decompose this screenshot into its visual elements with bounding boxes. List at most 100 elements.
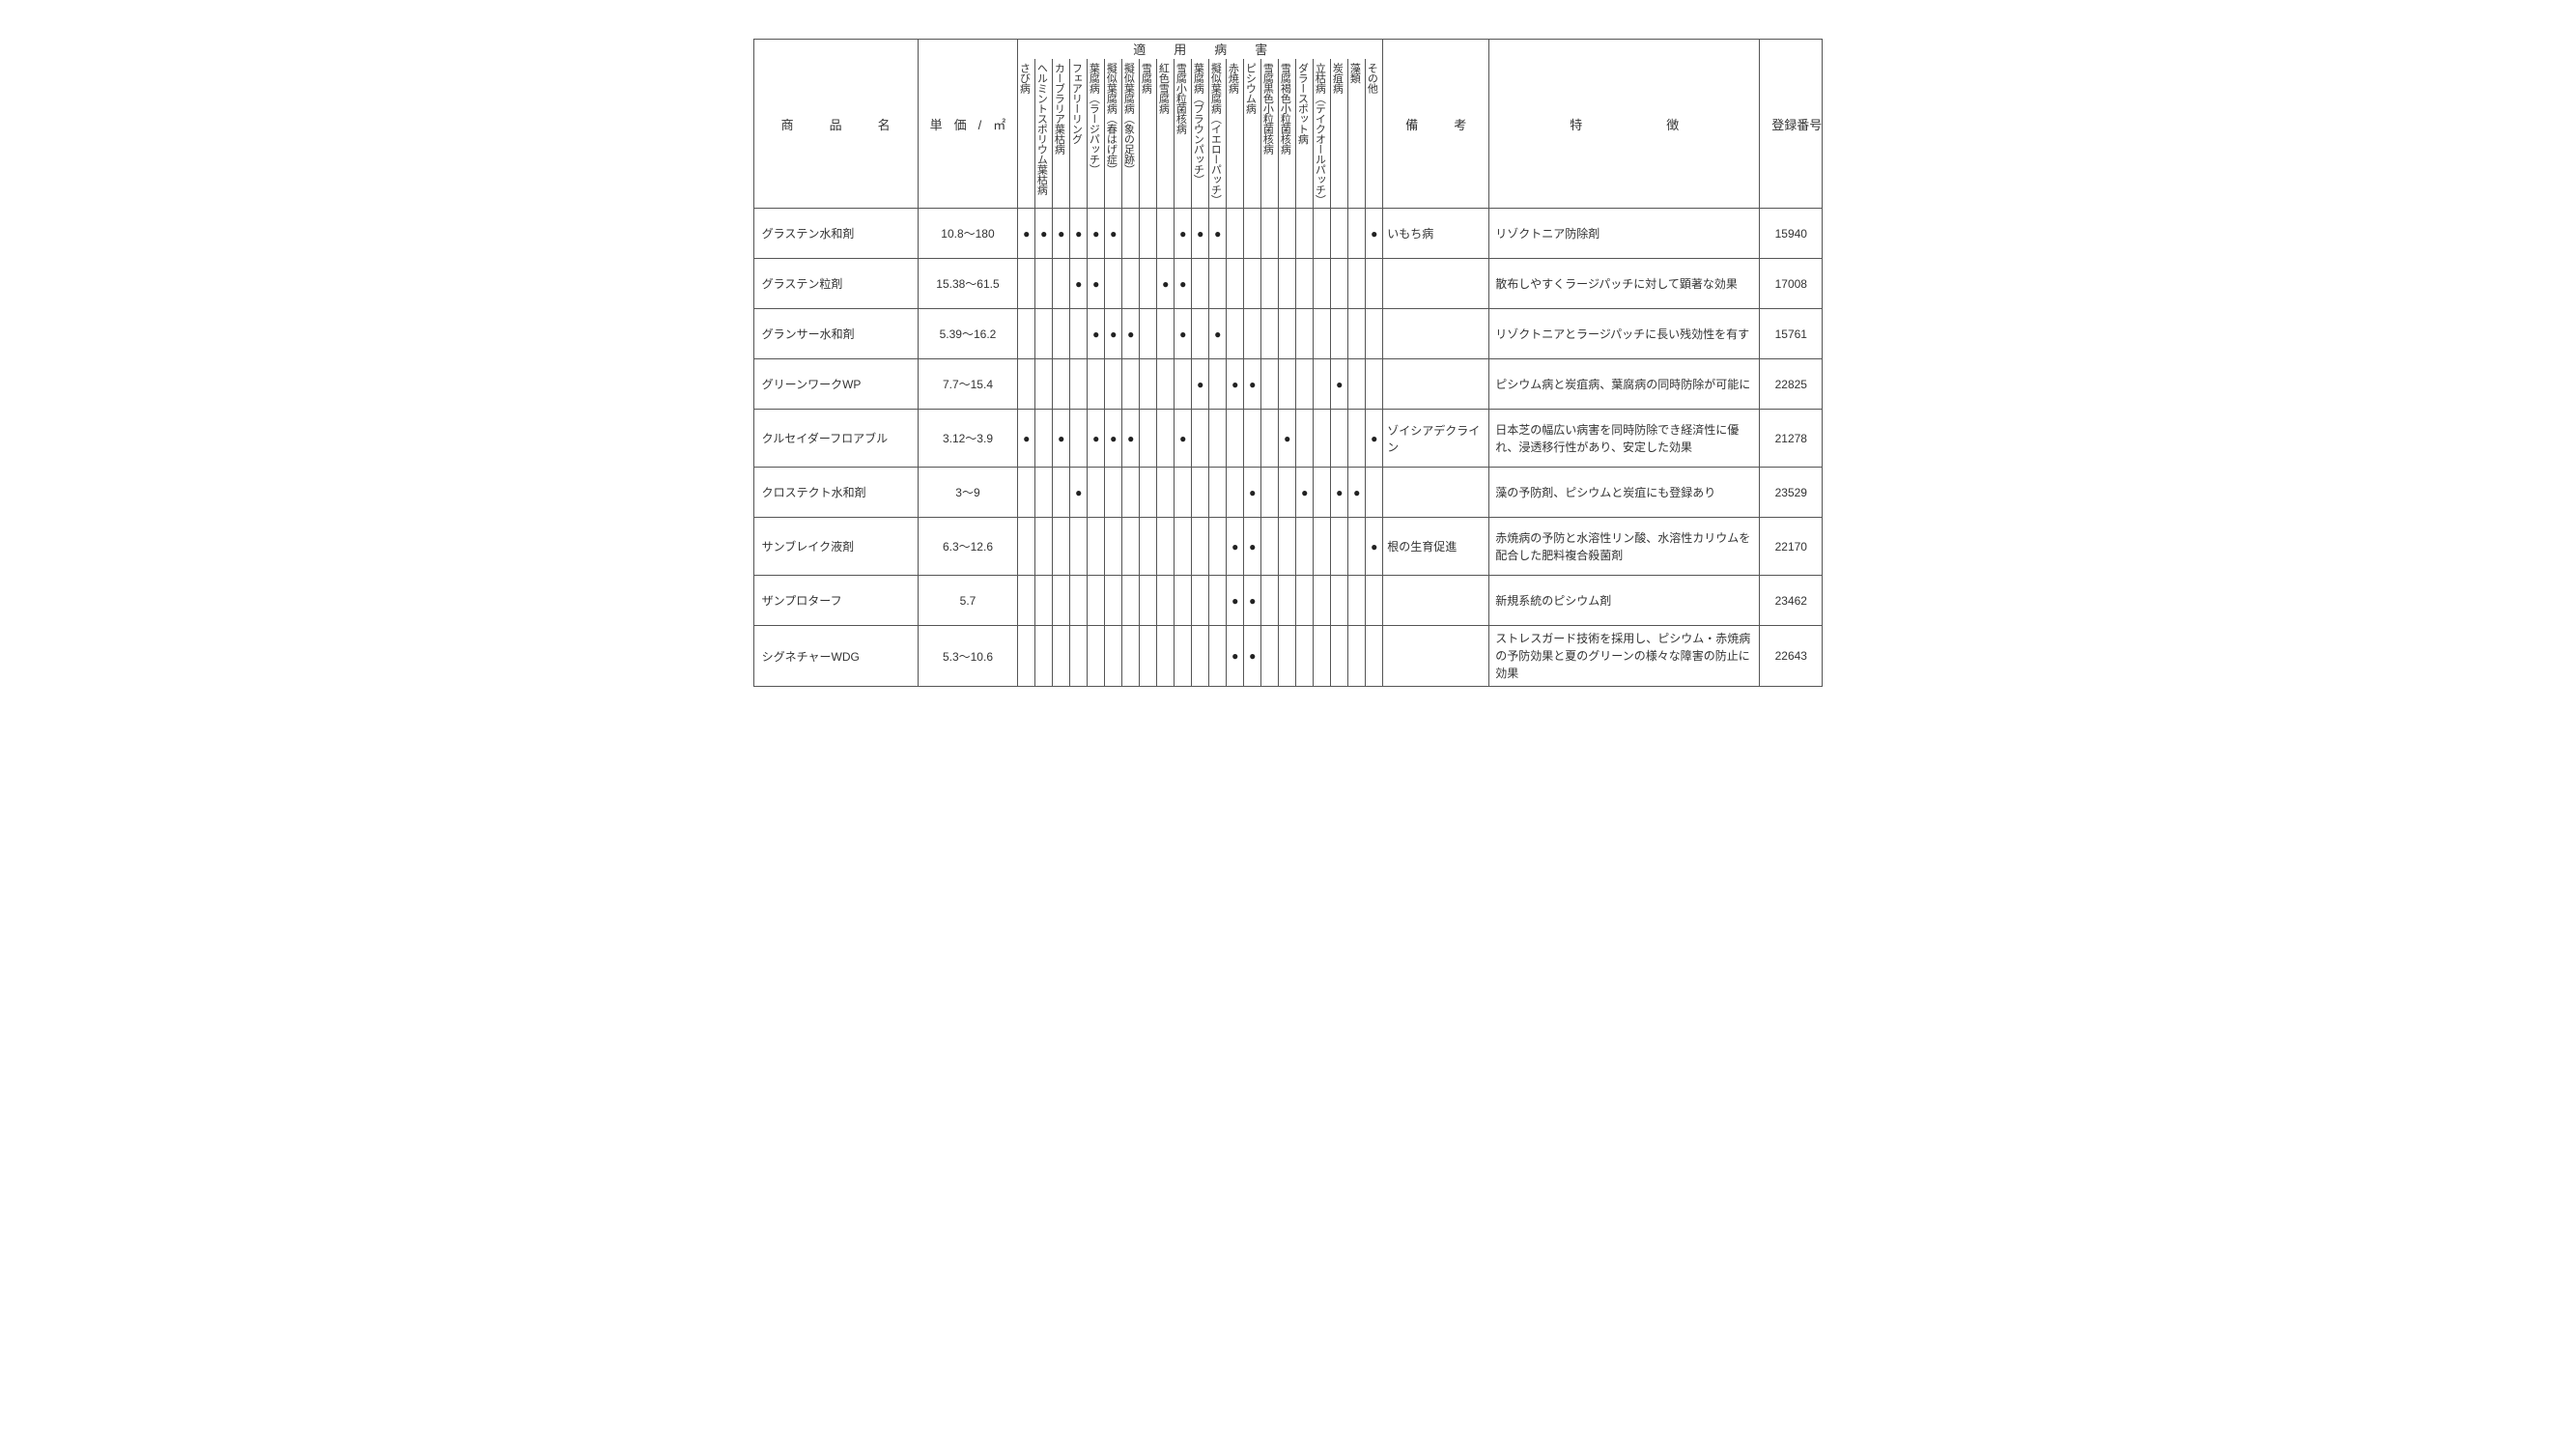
disease-dot bbox=[1331, 309, 1348, 359]
table-row: シグネチャーWDG5.3～10.6●●ストレスガード技術を採用し、ピシウム・赤焼… bbox=[753, 626, 1823, 687]
disease-dot bbox=[1088, 576, 1105, 626]
reg-number: 17008 bbox=[1760, 259, 1823, 309]
unit-price: 3～9 bbox=[918, 468, 1018, 518]
disease-dot: ● bbox=[1018, 410, 1035, 468]
disease-label: 雪腐病 bbox=[1140, 59, 1151, 209]
hdr-disease-col: 擬似葉腐病（春はげ症） bbox=[1105, 59, 1122, 209]
disease-dot bbox=[1366, 468, 1383, 518]
disease-dot: ● bbox=[1175, 410, 1192, 468]
hdr-disease-group: 適 用 病 害 bbox=[1018, 40, 1383, 59]
disease-label: ダラースポット病 bbox=[1296, 59, 1308, 209]
remarks-cell: ゾイシアデクライン bbox=[1383, 410, 1489, 468]
disease-label: ピシウム病 bbox=[1244, 59, 1256, 209]
feature-cell: 日本芝の幅広い病害を同時防除でき経済性に優れ、浸透移行性があり、安定した効果 bbox=[1489, 410, 1760, 468]
disease-dot: ● bbox=[1192, 209, 1209, 259]
disease-dot bbox=[1122, 209, 1140, 259]
hdr-disease-col: 葉腐病（ブラウンパッチ） bbox=[1192, 59, 1209, 209]
hdr-disease-col: 擬似葉腐病（象の足跡） bbox=[1122, 59, 1140, 209]
feature-cell: ピシウム病と炭疽病、葉腐病の同時防除が可能に bbox=[1489, 359, 1760, 410]
disease-dot bbox=[1296, 626, 1314, 687]
remarks-cell bbox=[1383, 626, 1489, 687]
disease-dot bbox=[1122, 359, 1140, 410]
disease-label: その他 bbox=[1366, 59, 1377, 209]
disease-dot bbox=[1331, 410, 1348, 468]
disease-dot bbox=[1053, 259, 1070, 309]
feature-cell: 新規系統のピシウム剤 bbox=[1489, 576, 1760, 626]
disease-dot: ● bbox=[1070, 259, 1088, 309]
disease-dot: ● bbox=[1122, 410, 1140, 468]
disease-dot bbox=[1314, 259, 1331, 309]
disease-label: 藻類 bbox=[1348, 59, 1360, 209]
disease-dot bbox=[1157, 626, 1175, 687]
disease-dot bbox=[1279, 359, 1296, 410]
disease-dot bbox=[1279, 518, 1296, 576]
disease-dot bbox=[1192, 410, 1209, 468]
hdr-disease-col: ピシウム病 bbox=[1244, 59, 1261, 209]
disease-dot: ● bbox=[1227, 626, 1244, 687]
hdr-disease-col: 雪腐黒色小粒菌核病 bbox=[1261, 59, 1279, 209]
disease-dot bbox=[1105, 576, 1122, 626]
hdr-disease-col: 赤焼病 bbox=[1227, 59, 1244, 209]
table-row: グラステン水和剤10.8～180●●●●●●●●●●いもち病リゾクトニア防除剤1… bbox=[753, 209, 1823, 259]
unit-price: 3.12～3.9 bbox=[918, 410, 1018, 468]
product-name: グラステン水和剤 bbox=[753, 209, 918, 259]
reg-number: 21278 bbox=[1760, 410, 1823, 468]
reg-number: 22170 bbox=[1760, 518, 1823, 576]
disease-dot bbox=[1348, 518, 1366, 576]
disease-dot bbox=[1140, 410, 1157, 468]
disease-dot bbox=[1366, 309, 1383, 359]
table-body: グラステン水和剤10.8～180●●●●●●●●●●いもち病リゾクトニア防除剤1… bbox=[753, 209, 1823, 687]
disease-dot bbox=[1192, 518, 1209, 576]
disease-dot bbox=[1175, 468, 1192, 518]
disease-dot: ● bbox=[1366, 209, 1383, 259]
disease-dot bbox=[1261, 359, 1279, 410]
disease-dot: ● bbox=[1122, 309, 1140, 359]
remarks-cell: 根の生育促進 bbox=[1383, 518, 1489, 576]
pesticide-table: 商 品 名 単価/㎡ 適 用 病 害 備 考 特 徴 登録番号 さび病ヘルミント… bbox=[753, 39, 1824, 687]
disease-dot bbox=[1261, 626, 1279, 687]
disease-dot: ● bbox=[1227, 359, 1244, 410]
disease-dot bbox=[1296, 209, 1314, 259]
disease-dot bbox=[1261, 576, 1279, 626]
disease-dot bbox=[1088, 518, 1105, 576]
disease-dot bbox=[1279, 209, 1296, 259]
disease-dot bbox=[1366, 576, 1383, 626]
disease-dot: ● bbox=[1227, 576, 1244, 626]
disease-dot bbox=[1227, 209, 1244, 259]
disease-dot bbox=[1348, 410, 1366, 468]
remarks-cell bbox=[1383, 309, 1489, 359]
disease-dot bbox=[1314, 410, 1331, 468]
product-name: グランサー水和剤 bbox=[753, 309, 918, 359]
disease-dot bbox=[1070, 518, 1088, 576]
product-name: サンブレイク液剤 bbox=[753, 518, 918, 576]
disease-dot bbox=[1279, 576, 1296, 626]
disease-dot bbox=[1261, 209, 1279, 259]
disease-dot bbox=[1348, 309, 1366, 359]
disease-dot bbox=[1140, 468, 1157, 518]
disease-dot: ● bbox=[1105, 410, 1122, 468]
reg-number: 22643 bbox=[1760, 626, 1823, 687]
disease-dot: ● bbox=[1088, 259, 1105, 309]
disease-dot bbox=[1157, 359, 1175, 410]
disease-label: 立枯病（テイクオールパッチ） bbox=[1314, 59, 1325, 209]
hdr-disease-col: 紅色雪腐病 bbox=[1157, 59, 1175, 209]
disease-label: 紅色雪腐病 bbox=[1157, 59, 1169, 209]
disease-dot bbox=[1035, 410, 1053, 468]
disease-dot: ● bbox=[1088, 410, 1105, 468]
disease-dot bbox=[1314, 359, 1331, 410]
disease-dot bbox=[1018, 626, 1035, 687]
disease-dot: ● bbox=[1331, 468, 1348, 518]
table-row: グランサー水和剤5.39～16.2●●●●●リゾクトニアとラージパッチに長い残効… bbox=[753, 309, 1823, 359]
hdr-disease-col: 雪腐小粒菌核病 bbox=[1175, 59, 1192, 209]
disease-dot bbox=[1314, 518, 1331, 576]
disease-dot bbox=[1140, 209, 1157, 259]
hdr-disease-col: カーブラリア葉枯病 bbox=[1053, 59, 1070, 209]
disease-dot bbox=[1035, 309, 1053, 359]
disease-label: 擬似葉腐病（春はげ症） bbox=[1105, 59, 1117, 209]
disease-label: さび病 bbox=[1018, 59, 1030, 209]
remarks-cell bbox=[1383, 359, 1489, 410]
disease-dot: ● bbox=[1105, 309, 1122, 359]
hdr-disease-col: 葉腐病（ラージパッチ） bbox=[1088, 59, 1105, 209]
disease-dot bbox=[1314, 309, 1331, 359]
disease-dot: ● bbox=[1018, 209, 1035, 259]
